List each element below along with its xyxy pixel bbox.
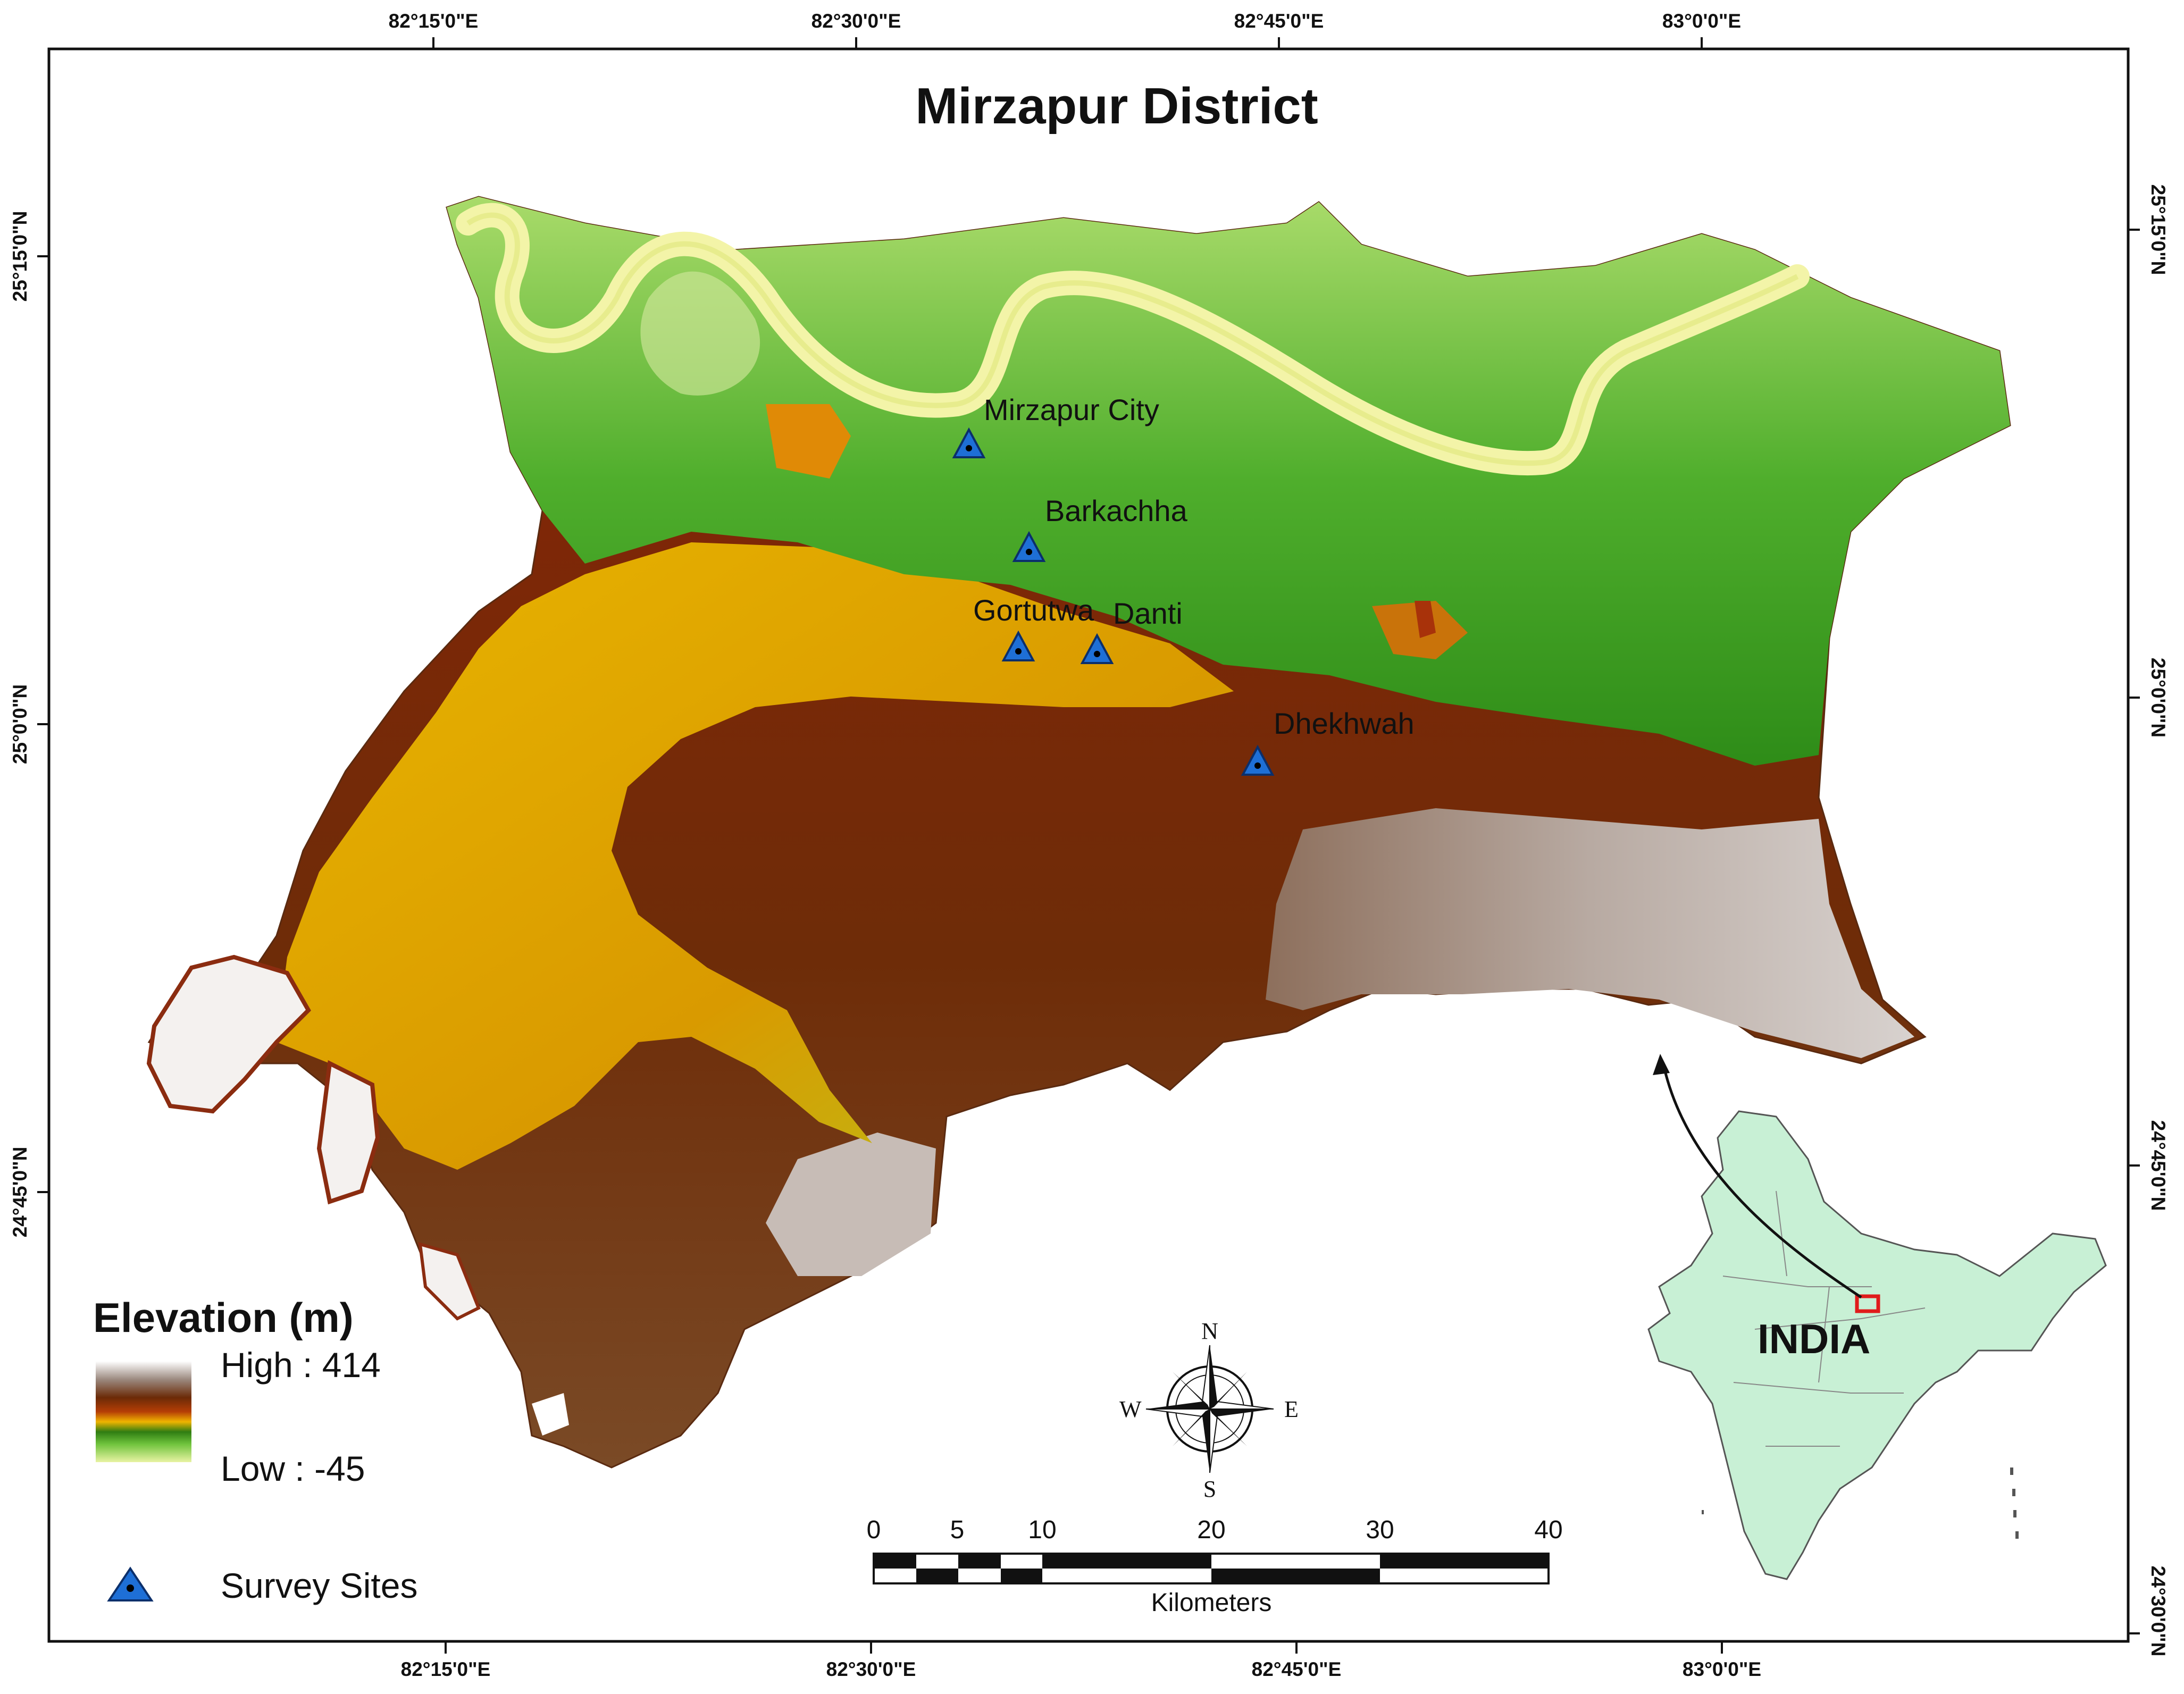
survey-sites: Mirzapur City Barkachha Gortutwa Danti D… — [952, 393, 1415, 776]
india-outline — [1647, 1110, 2107, 1580]
lat-label-right: 24°45'0"N — [2147, 1120, 2169, 1211]
india-internal-borders — [1722, 1190, 1926, 1447]
graticule-right: 25°15'0"N 25°0'0"N 24°45'0"N 24°30'0"N — [2128, 185, 2169, 1657]
scale-tick-label: 20 — [1197, 1516, 1225, 1544]
lon-label-bottom: 82°30'0"E — [826, 1658, 916, 1680]
scale-bar: 0 5 10 20 30 40 Kilometers — [867, 1516, 1563, 1617]
legend-low: Low : -45 — [221, 1449, 365, 1488]
locator-arrowhead — [1653, 1054, 1670, 1075]
site-marker-danti[interactable] — [1080, 633, 1114, 664]
lon-label-top: 83°0'0"E — [1662, 10, 1741, 32]
lat-label-left: 25°0'0"N — [9, 684, 31, 764]
western-lobe — [316, 1060, 380, 1205]
india-label: INDIA — [1758, 1315, 1870, 1362]
compass-s: S — [1203, 1476, 1216, 1502]
floodplain — [640, 271, 760, 396]
district-elevation — [146, 196, 2011, 1469]
lat-label-left: 24°45'0"N — [9, 1147, 31, 1238]
lon-label-bottom: 83°0'0"E — [1683, 1658, 1761, 1680]
site-marker-barkachha[interactable] — [1012, 531, 1046, 562]
compass-n: N — [1201, 1318, 1218, 1344]
site-label: Gortutwa — [973, 593, 1094, 627]
locator-arrow — [1663, 1068, 1862, 1299]
india-inset: INDIA — [1647, 1054, 2107, 1580]
scale-tick-label: 10 — [1028, 1516, 1056, 1544]
site-marker-mirzapur-city[interactable] — [952, 427, 986, 458]
lat-label-right: 25°15'0"N — [2147, 185, 2169, 275]
site-label: Danti — [1113, 597, 1183, 630]
site-marker-gortutwa[interactable] — [1001, 630, 1035, 661]
legend-survey-label: Survey Sites — [221, 1566, 417, 1605]
graticule-top: 82°15'0"E 82°30'0"E 82°45'0"E 83°0'0"E — [389, 10, 1741, 49]
lat-label-left: 25°15'0"N — [9, 211, 31, 302]
site-marker-dhekhwah[interactable] — [1241, 744, 1275, 776]
site-label: Dhekhwah — [1274, 707, 1415, 740]
map-title: Mirzapur District — [915, 78, 1318, 135]
ganga-river — [466, 212, 1799, 466]
elevation-ramp — [96, 1361, 191, 1462]
island-dots — [1702, 1467, 2019, 1539]
southern-white-spot — [532, 1393, 569, 1436]
lon-label-bottom: 82°45'0"E — [1252, 1658, 1342, 1680]
lon-label-top: 82°15'0"E — [389, 10, 479, 32]
hill-patch — [766, 404, 851, 479]
legend: Elevation (m) High : 414 Low : -45 Surve… — [93, 1294, 417, 1605]
graticule-left: 25°15'0"N 25°0'0"N 24°45'0"N — [9, 211, 49, 1238]
site-label: Mirzapur City — [984, 393, 1159, 426]
scale-tick-label: 5 — [950, 1516, 965, 1544]
lat-label-right: 25°0'0"N — [2147, 658, 2169, 737]
legend-survey-symbol — [107, 1566, 154, 1601]
graticule-bottom: 82°15'0"E 82°30'0"E 82°45'0"E 83°0'0"E — [401, 1641, 1761, 1680]
plateau-region — [766, 1133, 936, 1276]
western-lobe — [418, 1242, 481, 1321]
scale-unit: Kilometers — [1151, 1589, 1272, 1617]
hill-patch — [1415, 601, 1436, 638]
mirzapur-locator — [1855, 1294, 1880, 1313]
scale-tick-label: 40 — [1534, 1516, 1562, 1544]
lowland-region — [447, 197, 2010, 766]
lon-label-bottom: 82°15'0"E — [401, 1658, 491, 1680]
compass-w: W — [1119, 1396, 1142, 1422]
plateau-region — [1266, 808, 1914, 1058]
scale-tick-label: 0 — [867, 1516, 881, 1544]
western-lobe — [146, 954, 311, 1114]
transition-region — [277, 542, 1234, 1170]
lat-label-right: 24°30'0"N — [2147, 1566, 2169, 1657]
compass-rose: N S E W — [1119, 1318, 1299, 1502]
compass-e: E — [1284, 1396, 1299, 1422]
scale-tick-label: 30 — [1366, 1516, 1394, 1544]
map-frame — [47, 47, 2130, 1643]
legend-high: High : 414 — [221, 1345, 381, 1385]
site-label: Barkachha — [1045, 494, 1188, 527]
lon-label-top: 82°45'0"E — [1234, 10, 1324, 32]
legend-title: Elevation (m) — [93, 1294, 354, 1341]
lon-label-top: 82°30'0"E — [811, 10, 901, 32]
